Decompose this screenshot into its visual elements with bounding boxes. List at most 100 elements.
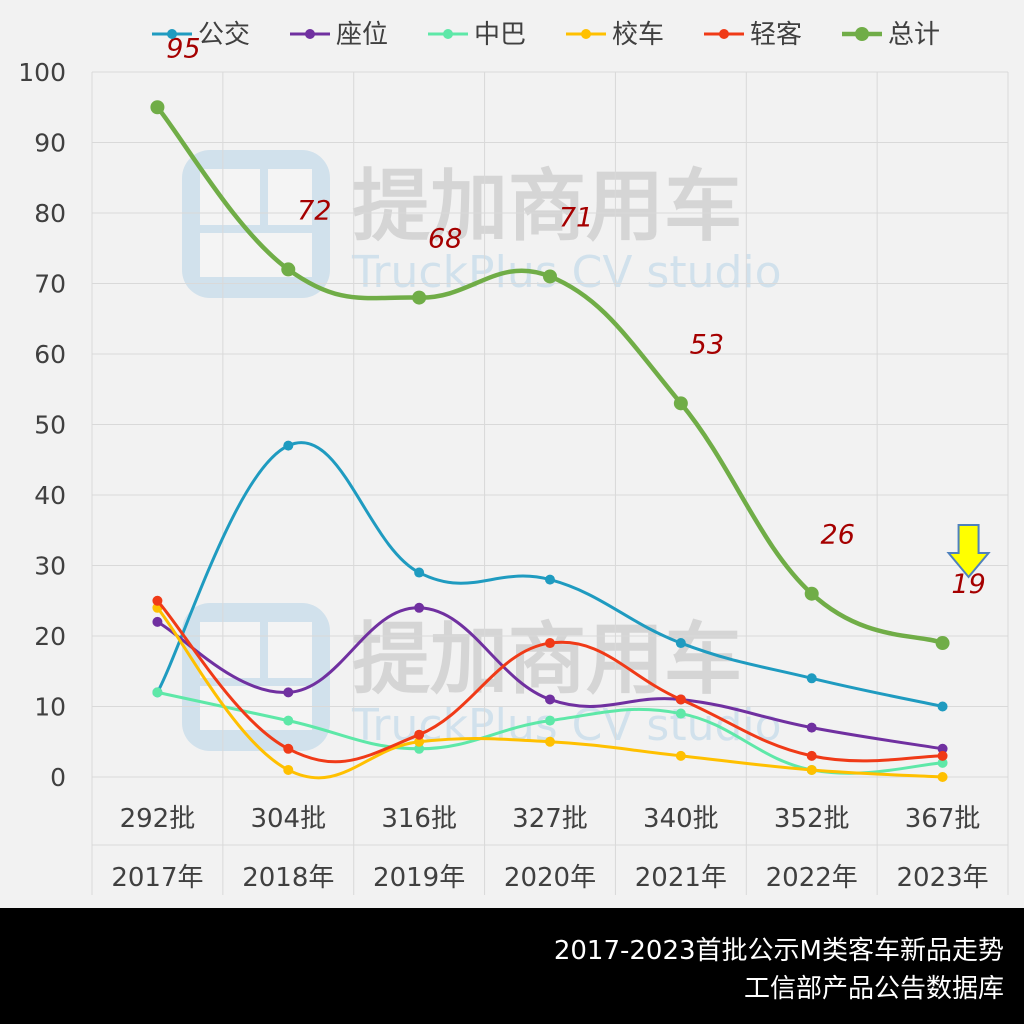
legend-swatch-marker [719, 29, 729, 39]
data-point [152, 616, 163, 627]
x-tick-label-year: 2023年 [896, 863, 988, 893]
series-5 [150, 100, 950, 651]
legend-label: 轻客 [750, 20, 802, 50]
data-point [675, 750, 686, 761]
legend-swatch-marker [305, 29, 315, 39]
watermark-sub: TruckPlus CV studio [351, 247, 782, 298]
data-point [414, 736, 425, 747]
down-arrow-icon [946, 524, 991, 579]
data-point [152, 687, 163, 698]
series-4 [152, 595, 948, 764]
watermark-logo [182, 603, 330, 751]
data-point [545, 574, 555, 585]
y-tick-label: 0 [50, 763, 66, 792]
data-point [806, 673, 817, 684]
x-tick-label-year: 2021年 [635, 863, 727, 893]
series-line [155, 441, 945, 708]
legend: 公交 座位 中巴 校车 轻客 总计 [152, 20, 940, 50]
x-tick-label-batch: 327批 [512, 804, 588, 834]
data-point [150, 100, 165, 115]
data-point [806, 764, 817, 775]
legend-swatch-marker [855, 27, 869, 41]
x-tick-label-batch: 340批 [643, 804, 719, 834]
data-label: 53 [690, 329, 724, 360]
data-point [675, 638, 686, 649]
x-tick-label-batch: 352批 [774, 804, 850, 834]
y-tick-label: 70 [34, 270, 66, 299]
data-point [283, 440, 294, 451]
data-point [414, 602, 425, 613]
x-tick-label-batch: 292批 [120, 804, 196, 834]
data-point [545, 694, 555, 705]
watermark-logo-cell [268, 169, 312, 225]
legend-item: 总计 [842, 20, 940, 50]
data-point [283, 743, 294, 754]
data-point [675, 708, 686, 719]
y-tick-label: 20 [34, 622, 66, 651]
data-point [804, 586, 819, 601]
legend-label: 中巴 [474, 20, 526, 50]
grid [91, 71, 1009, 895]
data-point [152, 595, 163, 606]
data-point [543, 269, 557, 284]
y-tick-label: 90 [34, 129, 66, 158]
watermark-brand: 提加商用车 [352, 162, 742, 252]
x-tick-label-batch: 304批 [250, 804, 326, 834]
data-point [545, 638, 555, 649]
x-tick-label-year: 2019年 [373, 863, 465, 893]
data-point [673, 396, 688, 411]
x-tick-label-year: 2017年 [111, 863, 203, 893]
y-tick-label: 60 [34, 340, 66, 369]
data-label: 68 [428, 224, 462, 255]
series-group [150, 100, 950, 782]
data-point [414, 729, 425, 740]
footer-source: 工信部产品公告数据库 [743, 974, 1004, 1004]
x-tick-label-year: 2018年 [242, 863, 334, 893]
data-point [545, 736, 555, 747]
x-tick-label-year: 2020年 [504, 863, 596, 893]
y-tick-label: 50 [34, 411, 66, 440]
legend-label: 总计 [888, 20, 940, 50]
y-tick-label: 80 [34, 199, 66, 228]
data-point [937, 743, 948, 754]
data-point [281, 262, 296, 277]
legend-label: 校车 [612, 20, 664, 50]
data-point [806, 722, 817, 733]
x-tick-label-year: 2022年 [766, 863, 858, 893]
data-label: 71 [559, 202, 593, 233]
data-label: 26 [821, 520, 855, 551]
series-0 [152, 440, 948, 712]
data-point [283, 687, 294, 698]
data-point [675, 694, 686, 705]
data-label: 72 [297, 195, 331, 226]
data-point [414, 567, 425, 578]
footer-title: 2017-2023首批公示M类客车新品走势 [553, 936, 1004, 966]
data-point [283, 764, 294, 775]
data-point [806, 750, 817, 761]
legend-label: 座位 [336, 20, 388, 50]
data-point [937, 701, 948, 712]
data-point [937, 750, 948, 761]
legend-item: 公交 [152, 20, 250, 50]
x-tick-label-batch: 316批 [381, 804, 457, 834]
watermark-brand: 提加商用车 [352, 615, 742, 705]
watermark-logo-cell [268, 622, 312, 678]
legend-swatch-marker [443, 29, 453, 39]
data-point [414, 743, 425, 754]
legend-item: 中巴 [428, 20, 526, 50]
legend-label: 公交 [198, 20, 250, 50]
data-point [937, 757, 948, 768]
footer-bar: 2017-2023首批公示M类客车新品走势 工信部产品公告数据库 [0, 908, 1024, 1024]
annotations [946, 524, 991, 579]
series-1 [152, 602, 948, 754]
series-3 [152, 602, 948, 782]
watermark-logo [182, 150, 330, 298]
data-point [935, 636, 950, 651]
data-point [283, 715, 294, 726]
